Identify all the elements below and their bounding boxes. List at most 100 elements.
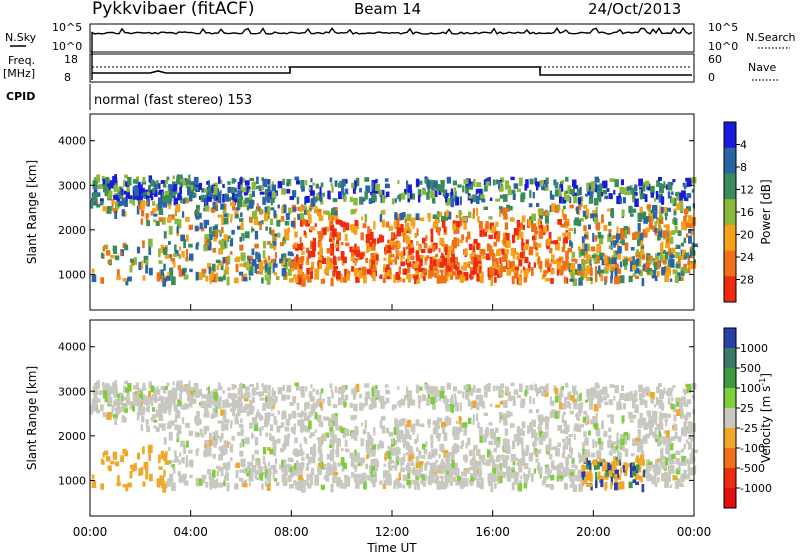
- power-cell: [669, 236, 674, 245]
- power-cell: [502, 265, 506, 272]
- power-cell: [218, 195, 222, 204]
- velocity-cell: [216, 471, 220, 477]
- nsearch-label: N.Search: [746, 31, 796, 44]
- velocity-cell: [589, 397, 594, 404]
- power-cell: [404, 188, 407, 195]
- power-cell: [482, 255, 486, 259]
- velocity-cell: [502, 471, 506, 478]
- power-cell: [546, 238, 551, 246]
- power-cell: [452, 220, 456, 224]
- velocity-cell: [599, 389, 603, 398]
- power-cell: [190, 192, 196, 199]
- colorbar-tick-label: 8: [740, 161, 747, 174]
- velocity-cell: [432, 465, 437, 473]
- power-cell: [353, 267, 359, 277]
- power-cell: [343, 195, 347, 201]
- velocity-cell: [454, 472, 460, 477]
- power-cell: [432, 245, 436, 252]
- velocity-cell: [91, 480, 97, 489]
- power-cell: [584, 271, 588, 278]
- power-cell: [237, 181, 241, 190]
- velocity-cell: [614, 482, 619, 491]
- velocity-cell: [427, 419, 431, 425]
- velocity-cell: [683, 391, 687, 396]
- power-cell: [394, 198, 397, 203]
- colorbar-tick-label: 28: [740, 274, 754, 287]
- velocity-cell: [499, 387, 502, 396]
- velocity-cell: [239, 424, 244, 428]
- nsearch-tick-top: 10^5: [708, 21, 738, 34]
- power-cell: [305, 261, 308, 265]
- velocity-cell: [577, 476, 582, 482]
- power-cell: [297, 213, 302, 220]
- power-cell: [637, 223, 641, 232]
- velocity-cell: [659, 390, 664, 399]
- power-cell: [566, 231, 571, 240]
- power-cell: [420, 273, 426, 279]
- velocity-cell: [291, 465, 295, 469]
- power-cell: [267, 185, 271, 194]
- velocity-cell: [329, 439, 332, 448]
- power-cell: [463, 222, 467, 230]
- power-cell: [273, 210, 277, 218]
- velocity-cell: [424, 384, 429, 390]
- power-cell: [545, 182, 548, 188]
- power-cell: [572, 192, 577, 197]
- power-cell: [287, 257, 291, 267]
- velocity-cell: [468, 467, 472, 471]
- colorbar-segment: [724, 224, 736, 252]
- power-cell: [134, 185, 139, 190]
- velocity-cell: [608, 399, 613, 405]
- power-cell: [502, 207, 508, 216]
- velocity-cell: [343, 462, 347, 470]
- power-cell: [148, 267, 153, 276]
- velocity-cell: [310, 404, 316, 413]
- power-cell: [605, 275, 608, 283]
- velocity-cell: [500, 469, 503, 478]
- power-cell: [157, 183, 161, 189]
- power-cell: [658, 210, 663, 217]
- velocity-cell: [677, 436, 682, 443]
- velocity-cell: [171, 482, 176, 492]
- power-cell: [134, 188, 139, 196]
- power-cell: [163, 180, 168, 184]
- velocity-cell: [545, 483, 551, 488]
- power-cell: [646, 204, 652, 210]
- velocity-cell: [602, 396, 608, 401]
- velocity-cell: [466, 469, 469, 474]
- power-cell: [493, 261, 496, 269]
- velocity-cell: [329, 464, 333, 470]
- velocity-cell: [665, 418, 668, 427]
- velocity-cell: [578, 454, 582, 464]
- velocity-cell: [643, 469, 647, 478]
- velocity-cell: [409, 454, 415, 459]
- power-cell: [431, 183, 436, 188]
- power-cell: [497, 274, 501, 278]
- power-cell: [261, 220, 264, 225]
- power-cell: [671, 247, 676, 254]
- velocity-cell: [683, 421, 687, 430]
- power-cell: [657, 252, 661, 256]
- power-cell: [614, 276, 619, 285]
- power-cell: [521, 242, 525, 251]
- velocity-cell: [562, 438, 566, 443]
- velocity-cell: [668, 437, 672, 445]
- velocity-cell: [506, 410, 511, 417]
- velocity-cell: [146, 397, 150, 402]
- velocity-cell: [410, 423, 416, 433]
- velocity-cell: [609, 470, 614, 479]
- power-cell: [380, 235, 385, 243]
- power-cell: [152, 187, 156, 194]
- velocity-cell: [531, 473, 534, 482]
- velocity-cell: [142, 481, 146, 487]
- power-cell: [639, 193, 643, 200]
- velocity-cell: [655, 438, 659, 443]
- velocity-cell: [371, 466, 375, 475]
- velocity-cell: [179, 392, 182, 400]
- velocity-cell: [687, 472, 691, 480]
- power-cell: [594, 217, 599, 224]
- power-cell: [469, 273, 474, 279]
- power-cell: [372, 185, 378, 192]
- power-cell: [138, 182, 141, 188]
